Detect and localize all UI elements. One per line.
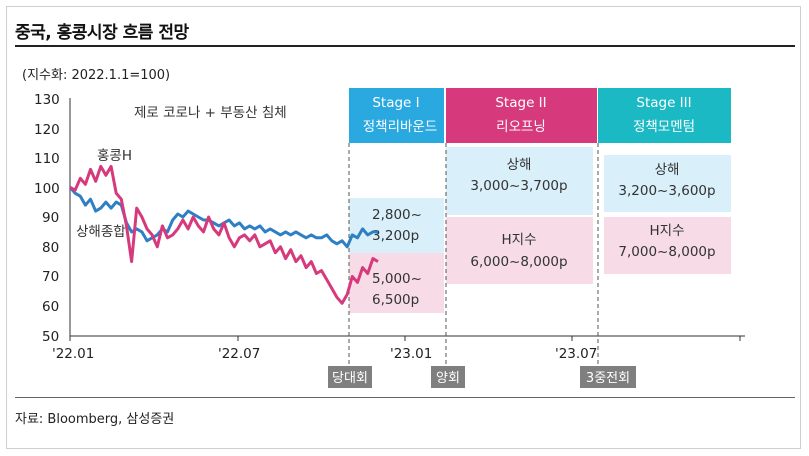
stage2-hk-box [446, 217, 593, 284]
y-tick-label: 50 [42, 329, 59, 345]
series-line-hongkong [69, 164, 379, 305]
chart-title: 중국, 홍콩시장 흐름 전망 [15, 23, 189, 43]
y-tick-label: 100 [34, 181, 60, 197]
stage3-label: Stage III [636, 95, 691, 111]
stage2-hk-text: H지수 [502, 232, 537, 248]
unit-label: (지수화: 2022.1.1=100) [22, 68, 170, 83]
stage2-sub: 리오프닝 [496, 119, 546, 135]
annotation-text: 제로 코로나 + 부동산 침체 [134, 105, 287, 121]
stage-dividers [348, 143, 599, 365]
stage1-shanghai-box [349, 198, 444, 253]
event-label: 양회 [436, 371, 460, 386]
y-tick-label: 80 [42, 240, 59, 256]
y-tick-label: 130 [34, 92, 60, 108]
stage2-header [446, 88, 597, 143]
y-axis: 130 120 110 100 90 80 70 60 50 [34, 92, 60, 345]
stage3-hk-box [604, 217, 731, 274]
stage1-label: Stage I [372, 95, 419, 111]
stage2-shanghai-box [446, 147, 593, 215]
series-label-hongkong: 홍콩H [97, 148, 132, 164]
x-tick-label: '23.01 [390, 346, 432, 362]
x-tick-label: '23.07 [555, 346, 597, 362]
figure-frame [6, 6, 801, 449]
event-label: 3중전회 [586, 371, 630, 386]
stage2-hk-text: 6,000~8,000p [470, 254, 567, 270]
y-tick-label: 110 [34, 151, 60, 167]
stage1-hk-box [349, 253, 444, 313]
stage2-shanghai-text: 상해 [507, 157, 532, 173]
title-divider [15, 45, 795, 47]
event-tag-party-congress [328, 366, 372, 388]
y-tick-label: 120 [34, 122, 60, 138]
stage3-shanghai-text: 3,200~3,600p [618, 183, 715, 199]
x-tick-label: '22.07 [218, 346, 260, 362]
y-tick-label: 60 [42, 299, 59, 315]
event-tag-two-sessions [431, 366, 465, 388]
stage2-label: Stage II [495, 95, 546, 111]
stage3-hk-text: 7,000~8,000p [618, 244, 715, 260]
stage3-shanghai-text: 상해 [655, 162, 680, 178]
stage1-hk-text: 6,500p [372, 292, 419, 308]
stage2-shanghai-text: 3,000~3,700p [470, 178, 567, 194]
x-axis-ticks [69, 336, 741, 341]
stage1-shanghai-text: 2,800~ [372, 207, 422, 223]
stage3-hk-text: H지수 [650, 223, 685, 239]
stage3-header [598, 88, 731, 143]
x-tick-label: '22.01 [52, 346, 94, 362]
stage1-header [349, 88, 444, 143]
stage1-sub: 정책리바운드 [363, 119, 438, 135]
y-tick-label: 90 [42, 210, 59, 226]
stage3-sub: 정책모멘텀 [633, 119, 695, 135]
stage3-shanghai-box [604, 155, 731, 212]
event-label: 당대회 [332, 371, 368, 386]
event-tag-third-plenum [580, 366, 636, 388]
source-note: 자료: Bloomberg, 삼성증권 [15, 412, 175, 427]
stage1-hk-text: 5,000~ [372, 271, 422, 287]
stage1-shanghai-text: 3,200p [372, 228, 419, 244]
y-tick-label: 70 [42, 269, 59, 285]
series-label-shanghai: 상해종합 [76, 224, 126, 240]
footer-divider [15, 397, 795, 398]
